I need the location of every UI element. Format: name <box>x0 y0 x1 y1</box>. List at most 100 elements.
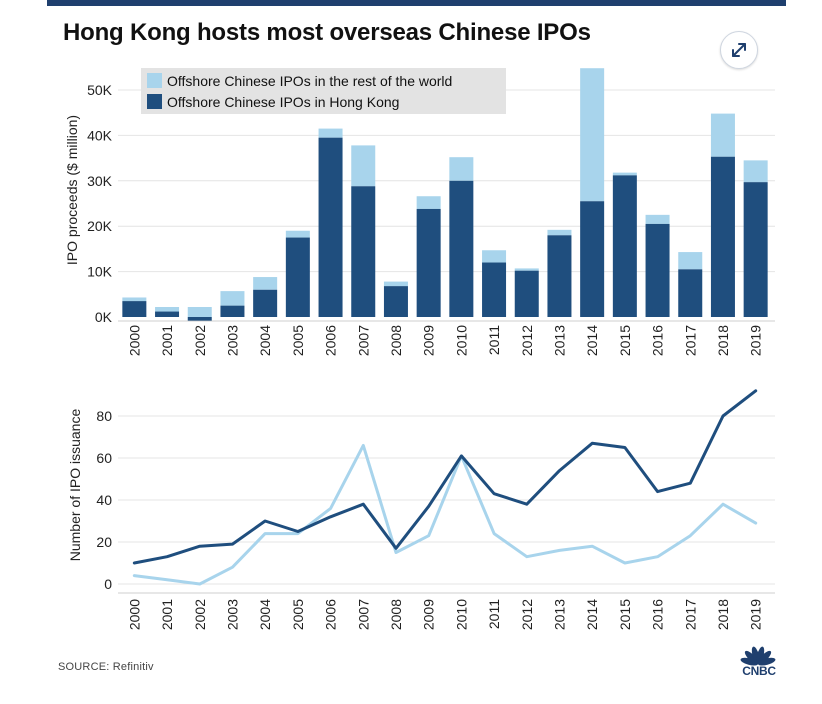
bar-y-tick-label: 40K <box>87 127 113 143</box>
bar-rest-of-world <box>449 157 474 181</box>
bar-y-tick-label: 0K <box>95 309 113 325</box>
bar-hong-kong <box>318 137 343 317</box>
bar-x-tick-label: 2013 <box>551 325 567 356</box>
bar-hong-kong <box>710 156 735 317</box>
legend-label-rest-of-world: Offshore Chinese IPOs in the rest of the… <box>167 73 452 89</box>
bar-y-tick-label: 20K <box>87 218 113 234</box>
bar-x-tick-label: 2006 <box>323 325 339 356</box>
bar-hong-kong <box>122 301 147 317</box>
line-x-tick-label: 2005 <box>290 599 306 630</box>
bar-hong-kong <box>482 262 507 317</box>
cnbc-peacock-icon <box>740 646 776 666</box>
line-x-tick-label: 2006 <box>323 599 339 630</box>
line-x-tick-label: 2014 <box>584 599 600 630</box>
line-y-tick-label: 40 <box>96 492 112 508</box>
bar-hong-kong <box>253 289 278 317</box>
bar-x-tick-label: 2005 <box>290 325 306 356</box>
bar-hong-kong <box>285 237 310 317</box>
bar-rest-of-world <box>416 196 441 209</box>
line-x-tick-label: 2011 <box>486 599 502 629</box>
legend-box <box>141 68 506 114</box>
line-x-tick-label: 2003 <box>224 599 240 630</box>
bar-rest-of-world <box>514 268 539 271</box>
bar-rest-of-world <box>710 113 735 157</box>
bar-rest-of-world <box>580 68 605 202</box>
line-x-tick-label: 2019 <box>748 599 764 630</box>
expand-button[interactable] <box>720 31 758 69</box>
bar-y-tick-label: 10K <box>87 264 113 280</box>
bar-x-tick-label: 2010 <box>453 325 469 356</box>
line-x-tick-label: 2002 <box>192 599 208 630</box>
bar-hong-kong <box>580 201 605 317</box>
bar-x-tick-label: 2008 <box>388 325 404 356</box>
bar-rest-of-world <box>482 250 507 263</box>
line-x-tick-label: 2017 <box>682 599 698 630</box>
line-x-tick-label: 2009 <box>421 599 437 630</box>
bar-x-tick-label: 2017 <box>682 325 698 356</box>
bar-y-tick-label: 30K <box>87 173 113 189</box>
expand-arrows-icon <box>732 43 746 57</box>
bar-x-tick-label: 2018 <box>715 325 731 356</box>
bar-rest-of-world <box>612 172 637 176</box>
bar-y-tick-label: 50K <box>87 82 113 98</box>
bar-x-tick-label: 2015 <box>617 325 633 356</box>
line-y-axis-label: Number of IPO issuance <box>67 409 83 562</box>
bar-hong-kong <box>351 186 376 317</box>
bar-rest-of-world <box>645 214 670 224</box>
chart-title: Hong Kong hosts most overseas Chinese IP… <box>63 19 591 46</box>
line-y-tick-label: 80 <box>96 408 112 424</box>
bar-x-tick-label: 2014 <box>584 325 600 356</box>
bar-x-tick-label: 2019 <box>748 325 764 356</box>
line-x-tick-label: 2010 <box>453 599 469 630</box>
line-x-tick-label: 2012 <box>519 599 535 630</box>
bar-x-tick-label: 2007 <box>355 325 371 356</box>
line-x-tick-label: 2013 <box>551 599 567 630</box>
top-accent-bar <box>47 0 786 6</box>
line-x-tick-label: 2000 <box>126 599 142 630</box>
legend-swatch-rest-of-world <box>147 73 162 88</box>
bar-x-tick-label: 2003 <box>224 325 240 356</box>
bar-x-tick-label: 2004 <box>257 325 273 356</box>
bar-hong-kong <box>416 208 441 317</box>
bar-hong-kong <box>743 182 768 317</box>
bar-hong-kong <box>383 286 408 317</box>
bar-x-tick-label: 2001 <box>159 325 175 356</box>
line-y-tick-label: 0 <box>104 576 112 592</box>
bar-rest-of-world <box>220 291 245 306</box>
bar-rest-of-world <box>122 297 147 302</box>
line-series-rest-of-world <box>132 443 758 586</box>
bar-y-axis-label: IPO proceeds ($ million) <box>64 115 80 265</box>
bar-hong-kong <box>187 317 212 321</box>
bar-hong-kong <box>678 269 703 317</box>
bar-rest-of-world <box>547 229 572 236</box>
line-y-tick-label: 60 <box>96 450 112 466</box>
line-x-tick-label: 2016 <box>650 599 666 630</box>
cnbc-logo-text: CNBC <box>742 664 776 678</box>
line-series-hong-kong <box>132 389 758 565</box>
bar-hong-kong <box>645 223 670 317</box>
bar-rest-of-world <box>383 281 408 287</box>
line-x-tick-label: 2004 <box>257 599 273 630</box>
bar-x-tick-label: 2012 <box>519 325 535 356</box>
line-x-tick-label: 2001 <box>159 599 175 630</box>
bar-rest-of-world <box>351 145 376 187</box>
bar-rest-of-world <box>187 307 212 317</box>
bar-rest-of-world <box>318 128 343 138</box>
bar-x-tick-label: 2000 <box>126 325 142 356</box>
bar-hong-kong <box>449 180 474 317</box>
legend-swatch-hong-kong <box>147 94 162 109</box>
bar-hong-kong <box>220 305 245 317</box>
line-y-tick-label: 20 <box>96 534 112 550</box>
bar-hong-kong <box>547 235 572 317</box>
bar-x-tick-label: 2016 <box>650 325 666 356</box>
bar-rest-of-world <box>743 160 768 183</box>
bar-rest-of-world <box>155 307 180 312</box>
bar-hong-kong <box>514 270 539 317</box>
bar-rest-of-world <box>253 277 278 290</box>
bar-x-tick-label: 2002 <box>192 325 208 356</box>
line-x-tick-label: 2018 <box>715 599 731 630</box>
bar-x-tick-label: 2009 <box>421 325 437 356</box>
bar-hong-kong <box>612 175 637 317</box>
line-x-tick-label: 2007 <box>355 599 371 630</box>
